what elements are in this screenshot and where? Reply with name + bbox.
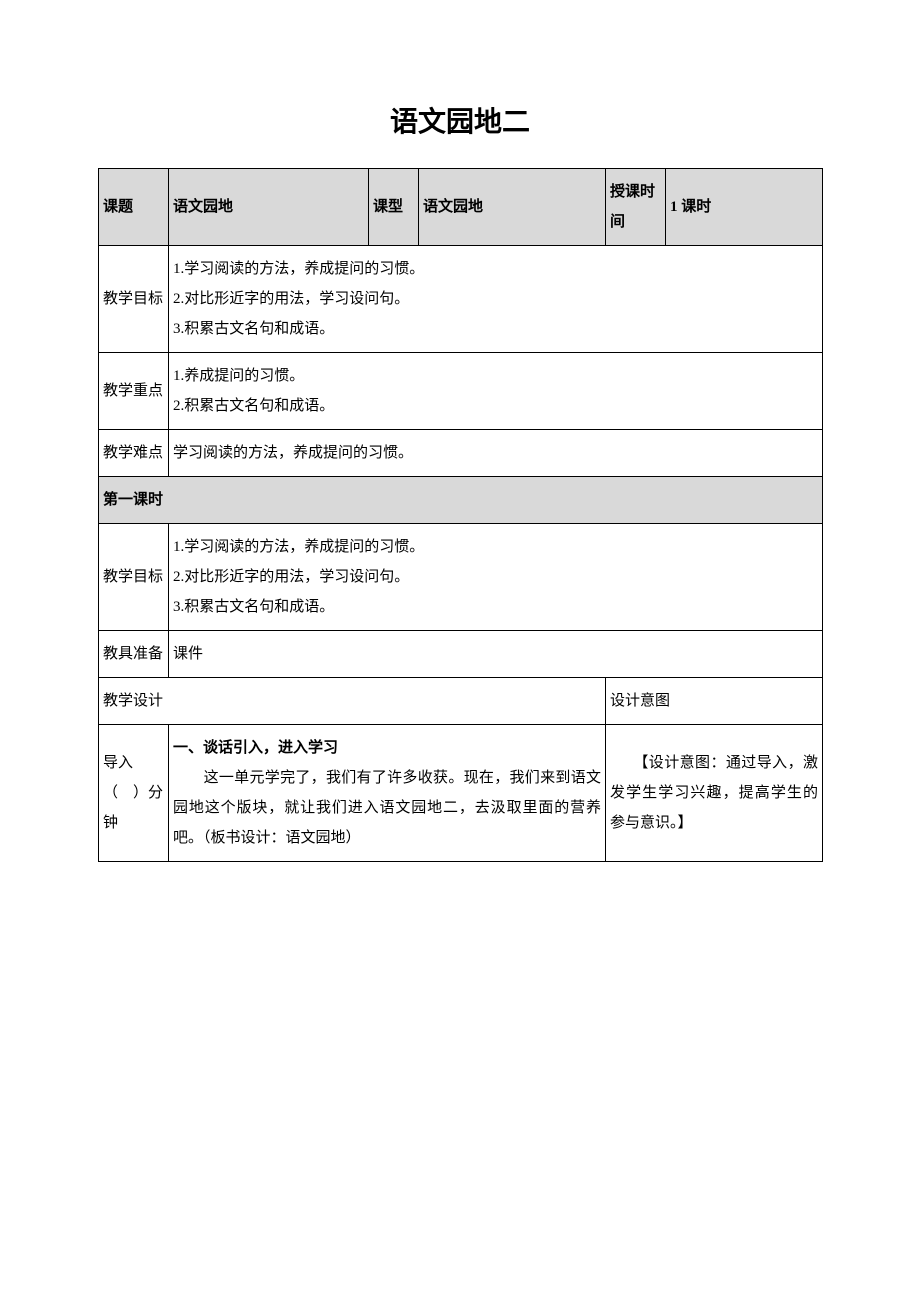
design-header-row: 教学设计 设计意图 <box>99 678 823 725</box>
document-title: 语文园地二 <box>98 100 822 140</box>
intro-body: 这一单元学完了，我们有了许多收获。现在，我们来到语文园地这个版块，就让我们进入语… <box>173 763 601 853</box>
teaching-focus-content: 1.养成提问的习惯。2.积累古文名句和成语。 <box>169 353 823 430</box>
intro-row: 导入（ ）分钟 一、谈话引入，进入学习 这一单元学完了，我们有了许多收获。现在，… <box>99 725 823 862</box>
teaching-difficulty-label: 教学难点 <box>99 430 169 477</box>
header-type-label: 课型 <box>369 169 419 246</box>
header-time-value: 1 课时 <box>666 169 823 246</box>
intro-label: 导入（ ）分钟 <box>99 725 169 862</box>
teaching-goals-row: 教学目标 1.学习阅读的方法，养成提问的习惯。2.对比形近字的用法，学习设问句。… <box>99 246 823 353</box>
section-header-row: 第一课时 <box>99 477 823 524</box>
header-time-label: 授课时间 <box>606 169 666 246</box>
lesson-goals-row: 教学目标 1.学习阅读的方法，养成提问的习惯。2.对比形近字的用法，学习设问句。… <box>99 524 823 631</box>
header-topic-value: 语文园地 <box>169 169 369 246</box>
teaching-goals-label: 教学目标 <box>99 246 169 353</box>
intro-intent: 【设计意图：通过导入，激发学生学习兴趣，提高学生的参与意识。】 <box>606 725 823 862</box>
intro-content: 一、谈话引入，进入学习 这一单元学完了，我们有了许多收获。现在，我们来到语文园地… <box>169 725 606 862</box>
materials-label: 教具准备 <box>99 631 169 678</box>
teaching-focus-label: 教学重点 <box>99 353 169 430</box>
materials-content: 课件 <box>169 631 823 678</box>
lesson-plan-table: 课题 语文园地 课型 语文园地 授课时间 1 课时 教学目标 1.学习阅读的方法… <box>98 168 823 862</box>
teaching-focus-row: 教学重点 1.养成提问的习惯。2.积累古文名句和成语。 <box>99 353 823 430</box>
header-row: 课题 语文园地 课型 语文园地 授课时间 1 课时 <box>99 169 823 246</box>
section-header: 第一课时 <box>99 477 823 524</box>
design-left: 教学设计 <box>99 678 606 725</box>
lesson-goals-label: 教学目标 <box>99 524 169 631</box>
teaching-difficulty-row: 教学难点 学习阅读的方法，养成提问的习惯。 <box>99 430 823 477</box>
intro-heading: 一、谈话引入，进入学习 <box>173 733 601 763</box>
teaching-difficulty-content: 学习阅读的方法，养成提问的习惯。 <box>169 430 823 477</box>
teaching-goals-content: 1.学习阅读的方法，养成提问的习惯。2.对比形近字的用法，学习设问句。3.积累古… <box>169 246 823 353</box>
design-right: 设计意图 <box>606 678 823 725</box>
header-topic-label: 课题 <box>99 169 169 246</box>
materials-row: 教具准备 课件 <box>99 631 823 678</box>
header-type-value: 语文园地 <box>419 169 606 246</box>
lesson-goals-content: 1.学习阅读的方法，养成提问的习惯。2.对比形近字的用法，学习设问句。3.积累古… <box>169 524 823 631</box>
